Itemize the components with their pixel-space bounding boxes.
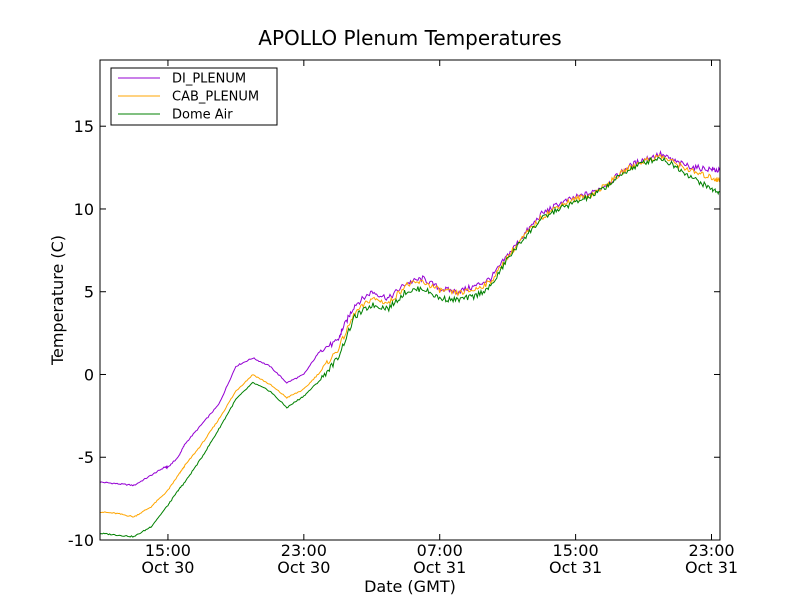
y-tick-label: -10 [68, 531, 94, 550]
x-tick-label-date: Oct 31 [413, 558, 466, 577]
x-tick-label-time: 23:00 [281, 541, 327, 560]
series-line-cab-plenum [100, 154, 721, 518]
x-tick-label-time: 15:00 [145, 541, 191, 560]
y-axis-ticks: -10 -5 0 5 10 15 [68, 117, 720, 550]
x-tick-label-time: 15:00 [553, 541, 599, 560]
x-tick-label-date: Oct 30 [277, 558, 330, 577]
series-group [99, 150, 721, 538]
x-tick-label-date: Oct 31 [549, 558, 602, 577]
legend-label: DI_PLENUM [172, 72, 246, 87]
x-axis-label: Date (GMT) [364, 577, 456, 596]
y-tick-label: -5 [78, 448, 94, 467]
series-line-di-plenum [99, 150, 721, 487]
y-axis-label: Temperature (C) [48, 235, 67, 366]
x-tick-label-time: 23:00 [688, 541, 734, 560]
legend-label: Dome Air [172, 108, 233, 123]
x-tick-label-date: Oct 31 [685, 558, 738, 577]
series-line-dome-air [99, 156, 721, 538]
legend: DI_PLENUM CAB_PLENUM Dome Air [110, 67, 278, 126]
legend-label: CAB_PLENUM [172, 90, 259, 105]
y-tick-label: 0 [84, 365, 94, 384]
x-tick-label-date: Oct 30 [141, 558, 194, 577]
y-tick-label: 15 [74, 117, 94, 136]
x-tick-label-time: 07:00 [417, 541, 463, 560]
chart-title: APOLLO Plenum Temperatures [258, 26, 561, 50]
plot-area [100, 60, 720, 540]
y-tick-label: 5 [84, 283, 94, 302]
y-tick-label: 10 [74, 200, 94, 219]
plot-frame [99, 59, 721, 541]
